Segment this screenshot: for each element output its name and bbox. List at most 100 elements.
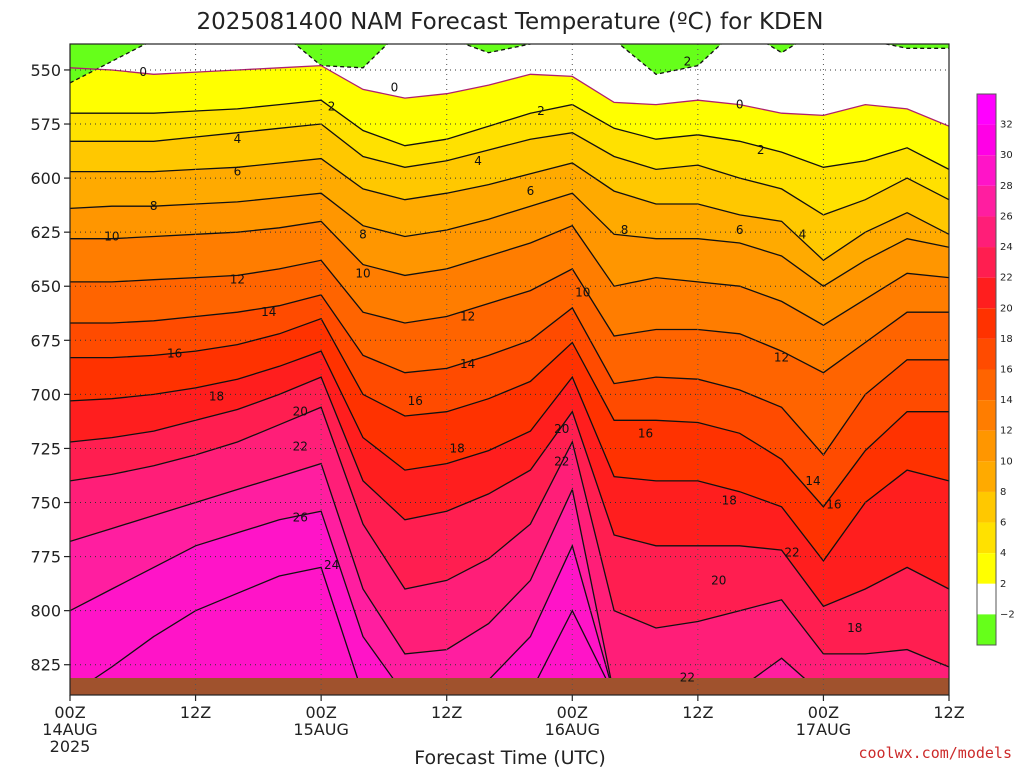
contour-label: 2	[328, 100, 336, 114]
colorbar-label: −2	[1000, 609, 1015, 620]
colorbar-swatch	[977, 247, 996, 278]
contour-label: 2	[537, 104, 545, 118]
contour-label: 8	[621, 223, 629, 237]
x-tick-label: 00Z	[54, 703, 85, 722]
contour-label: 24	[324, 558, 339, 572]
contour-label: 6	[527, 184, 535, 198]
contour-label: 12	[460, 310, 475, 324]
isotherm-14	[70, 294, 949, 456]
contour-label: 14	[261, 305, 276, 319]
contour-label: 4	[474, 154, 482, 168]
x-tick-label: 2025	[50, 737, 91, 756]
contour-label: 22	[784, 545, 799, 559]
isotherm-8	[70, 192, 949, 287]
isotherm-6	[70, 157, 949, 262]
isotherm-26	[70, 510, 949, 695]
contour-label: 6	[234, 165, 242, 179]
colorbar-swatch	[977, 369, 996, 401]
contour-label: 16	[408, 394, 423, 408]
contour-label: 10	[355, 266, 370, 280]
x-tick-label: 15AUG	[293, 720, 348, 739]
isotherm-16	[70, 317, 949, 508]
colorbar-label: 24	[1000, 242, 1013, 253]
y-tick-label: 725	[30, 439, 61, 458]
contour-label: 0	[391, 80, 399, 94]
colorbar-swatch	[977, 461, 996, 492]
y-tick-label: 800	[30, 602, 61, 621]
contour-label: 8	[150, 199, 158, 213]
colorbar-label: 14	[1000, 395, 1013, 406]
isotherm-20	[70, 376, 949, 608]
x-axis-label: Forecast Time (UTC)	[414, 747, 605, 768]
isotherm-10	[70, 220, 949, 326]
y-tick-label: 775	[30, 548, 61, 567]
colorbar-swatch	[977, 614, 996, 645]
contour-label: 10	[104, 229, 119, 243]
contour-label: 4	[799, 227, 807, 241]
colorbar-label: 4	[1000, 548, 1006, 559]
colorbar-swatch	[977, 338, 996, 370]
contour-label: 20	[293, 405, 308, 419]
contour-label: 20	[554, 422, 569, 436]
colorbar-swatch	[977, 94, 996, 125]
colorbar-frame	[976, 93, 997, 646]
x-tick-label: 16AUG	[545, 720, 600, 739]
x-tick-label: 14AUG	[42, 720, 97, 739]
contour-label: 18	[847, 621, 862, 635]
isotherm-22	[70, 406, 949, 668]
contour-label: 2	[684, 54, 692, 68]
contour-label: 20	[711, 573, 726, 587]
isotherm-4	[70, 123, 949, 216]
colorbar-label: 26	[1000, 211, 1013, 222]
colorbar-label: 12	[1000, 426, 1013, 437]
contour-label: 26	[293, 511, 308, 525]
colorbar-label: 22	[1000, 273, 1013, 284]
colorbar-swatch	[977, 277, 996, 309]
y-tick-label: 750	[30, 494, 61, 513]
colorbar-label: 18	[1000, 334, 1013, 345]
y-tick-label: 825	[30, 656, 61, 675]
colorbar-label: 32	[1000, 120, 1013, 131]
contour-label: 0	[139, 65, 147, 79]
credit-text: coolwx.com/models	[858, 744, 1012, 762]
contour-label: 22	[554, 454, 569, 468]
x-tick-label: 00Z	[557, 703, 588, 722]
contour-label: 10	[575, 286, 590, 300]
colorbar-swatch	[977, 308, 996, 339]
contour-label: 18	[450, 441, 465, 455]
colorbar-label: 8	[1000, 487, 1006, 498]
ground-strip	[70, 678, 949, 695]
colorbar-label: 10	[1000, 456, 1013, 467]
isotherm--2	[70, 44, 949, 84]
x-tick-label: 17AUG	[796, 720, 851, 739]
x-tick-label: 12Z	[180, 703, 211, 722]
contour-label: 18	[722, 493, 737, 507]
colorbar-label: 20	[1000, 303, 1013, 314]
y-tick-label: 600	[30, 169, 61, 188]
colorbar-label: 16	[1000, 365, 1013, 376]
colorbar-swatch	[977, 491, 996, 523]
colorbar-swatch	[977, 400, 996, 431]
contour-label: 2	[757, 143, 765, 157]
isotherm-0	[70, 64, 949, 127]
colorbar-label: 30	[1000, 150, 1013, 161]
isotherm-24	[70, 462, 949, 695]
contour-label: 22	[293, 439, 308, 453]
band-above-0	[70, 44, 949, 127]
colorbar-label: 2	[1000, 579, 1006, 590]
colorbar-swatch	[977, 185, 996, 217]
contour-label: 22	[680, 671, 695, 685]
contour-label: 16	[826, 498, 841, 512]
colorbar-swatch	[977, 124, 996, 156]
colorbar-swatch	[977, 522, 996, 554]
contour-label: 14	[460, 357, 475, 371]
x-tick-label: 12Z	[682, 703, 713, 722]
x-tick-label: 12Z	[933, 703, 964, 722]
y-tick-label: 575	[30, 115, 61, 134]
contour-label: 16	[167, 346, 182, 360]
isotherm-2	[70, 99, 949, 170]
contour-label: 12	[774, 351, 789, 365]
y-axis: 550 575 600 625 650 675 700 725 750 775 800 825	[30, 61, 70, 675]
